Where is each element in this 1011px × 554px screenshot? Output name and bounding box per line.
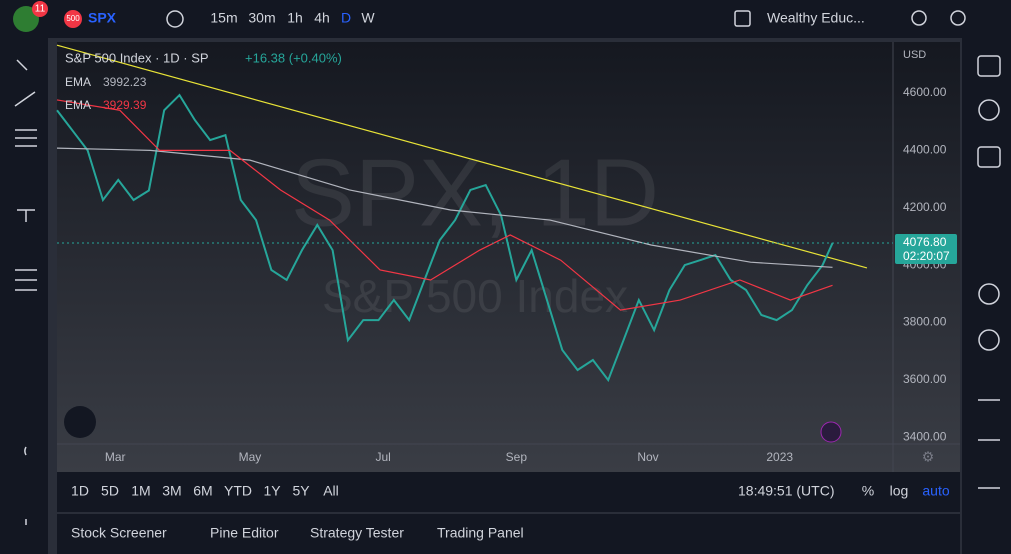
interval[interactable]: 15m	[210, 10, 237, 26]
left-toolbar	[0, 38, 48, 554]
badge-count: 11	[35, 4, 46, 15]
footer-tab[interactable]: Stock Screener	[71, 525, 167, 541]
watermark-name: S&P 500 Index	[322, 270, 628, 322]
interval[interactable]: 4h	[314, 10, 330, 26]
price-line	[56, 93, 834, 383]
layout-icon[interactable]	[734, 10, 751, 27]
legend-change: +16.38 (+0.40%)	[245, 50, 342, 65]
symbol[interactable]: SPX	[88, 10, 117, 26]
add-symbol[interactable]	[166, 10, 184, 28]
tv-logo	[64, 406, 96, 438]
countdown: 02:20:07	[903, 249, 950, 263]
notification-badge	[32, 1, 48, 17]
avatar[interactable]	[13, 6, 39, 32]
footer-tab[interactable]: Pine Editor	[210, 525, 279, 541]
legend-title: S&P 500 Index · 1D · SP	[65, 50, 209, 65]
symbol-icon	[64, 10, 82, 28]
layout-name[interactable]: Wealthy Educ...	[767, 10, 865, 26]
symbol-icon-text: 500	[66, 14, 80, 23]
y-tick-label: 3800.00	[903, 315, 947, 329]
icons	[14, 10, 1001, 525]
range-button[interactable]: YTD	[224, 483, 252, 499]
scale-option[interactable]: %	[862, 483, 874, 499]
ideas-icon[interactable]	[978, 329, 1000, 351]
footer-tab[interactable]: Trading Panel	[437, 525, 524, 541]
range-button[interactable]: 5Y	[292, 483, 310, 499]
x-tick-label: Sep	[506, 450, 528, 464]
right-toolbar	[962, 38, 1011, 554]
x-tick-label: 2023	[766, 450, 793, 464]
search-icon[interactable]	[911, 10, 927, 26]
range-button[interactable]: All	[323, 483, 339, 499]
interval[interactable]: 1h	[287, 10, 303, 26]
drawing-tools[interactable]	[14, 59, 37, 525]
footer-tab[interactable]: Strategy Tester	[310, 525, 404, 541]
ema-label: EMA	[65, 98, 91, 112]
last-price: 4076.80	[903, 235, 947, 249]
y-tick-label: 3600.00	[903, 372, 947, 386]
watchlist-icon[interactable]	[977, 55, 1001, 77]
ema-line	[56, 147, 833, 268]
ema-value: 3992.23	[103, 75, 147, 89]
clock: 18:49:51 (UTC)	[738, 483, 834, 499]
news-icon[interactable]	[977, 146, 1001, 168]
range-button[interactable]: 3M	[162, 483, 181, 499]
ema-line	[56, 99, 833, 311]
x-tick-label: Nov	[637, 450, 658, 464]
x-tick-label: Mar	[105, 450, 126, 464]
interval[interactable]: 30m	[248, 10, 275, 26]
range-bar	[57, 472, 960, 512]
scale-option[interactable]: log	[890, 483, 909, 499]
ema-label: EMA	[65, 75, 91, 89]
currency[interactable]: USD	[903, 49, 926, 61]
interval[interactable]: W	[361, 10, 375, 26]
ema-value: 3929.39	[103, 98, 147, 112]
y-tick-label: 4400.00	[903, 143, 947, 157]
y-tick-label: 3400.00	[903, 429, 947, 443]
range-button[interactable]: 1M	[131, 483, 150, 499]
trendline	[56, 44, 868, 269]
chart-pane	[57, 42, 960, 472]
y-tick-label: 4200.00	[903, 200, 947, 214]
range-button[interactable]: 5D	[101, 483, 119, 499]
top-bar	[0, 0, 1011, 38]
interval[interactable]: D	[341, 10, 351, 26]
calendar-icon[interactable]	[978, 283, 1000, 305]
x-tick-label: Jul	[375, 450, 390, 464]
footer-bar	[57, 514, 960, 554]
x-tick-label: May	[239, 450, 262, 464]
panel-icons[interactable]	[978, 399, 1000, 489]
scale-option[interactable]: auto	[922, 483, 949, 499]
settings-icon[interactable]	[950, 10, 966, 26]
watermark-symbol: SPX, 1D	[291, 139, 659, 246]
price-badge	[895, 234, 957, 265]
y-tick-label: 4600.00	[903, 85, 947, 99]
settings-gear[interactable]: ⚙	[922, 449, 935, 465]
range-button[interactable]: 6M	[193, 483, 212, 499]
lightning-button[interactable]	[820, 421, 842, 443]
range-button[interactable]: 1D	[71, 483, 89, 499]
alerts-icon[interactable]	[978, 99, 1000, 121]
range-button[interactable]: 1Y	[263, 483, 281, 499]
